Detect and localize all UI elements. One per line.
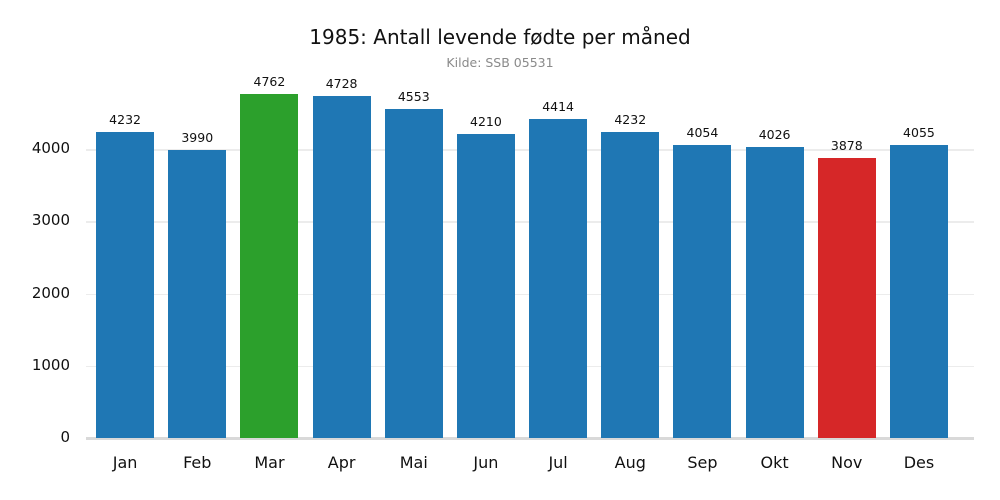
- bar-jun: [456, 133, 515, 438]
- y-tick-label: 2000: [31, 283, 70, 302]
- x-tick-label: Apr: [327, 453, 356, 472]
- bar-value-label: 4232: [614, 112, 647, 128]
- x-tick-label: Sep: [687, 453, 718, 472]
- bar-aug: [601, 132, 660, 438]
- bar-jan: [96, 132, 155, 438]
- bar-value-label: 4055: [903, 125, 935, 141]
- x-tick-label: Des: [903, 453, 935, 472]
- bar-value-label: 4054: [686, 125, 719, 141]
- y-tick-label: 1000: [31, 355, 70, 374]
- bar-feb: [168, 149, 227, 438]
- bar-value-label: 4232: [109, 112, 141, 128]
- y-tick-label: 0: [60, 428, 70, 446]
- x-tick-label: Nov: [831, 453, 863, 472]
- bar-value-label: 3990: [181, 129, 214, 145]
- y-tick-label: 4000: [31, 139, 70, 157]
- bar-nov: [817, 157, 876, 438]
- bar-okt: [745, 147, 804, 438]
- y-tick-label: 3000: [31, 211, 70, 230]
- bar-mai: [384, 109, 443, 438]
- x-axis-baseline: [86, 437, 974, 440]
- bar-jul: [529, 119, 588, 438]
- bar-des: [889, 145, 948, 438]
- x-tick-label: Jan: [112, 453, 138, 472]
- chart-subtitle: Kilde: SSB 05531: [446, 55, 554, 70]
- x-tick-label: Mar: [254, 453, 285, 472]
- x-tick-label: Okt: [760, 453, 789, 472]
- x-tick-label: Jun: [473, 453, 499, 472]
- bar-value-label: 4210: [470, 113, 502, 129]
- bar-value-label: 3878: [830, 137, 863, 153]
- bar-value-label: 4728: [325, 76, 358, 92]
- x-tick-label: Jul: [548, 453, 568, 472]
- x-tick-label: Feb: [183, 453, 212, 472]
- chart-title: 1985: Antall levende fødte per måned: [309, 25, 691, 49]
- bar-sep: [673, 145, 732, 438]
- bar-value-label: 4026: [758, 127, 791, 143]
- bar-mar: [240, 93, 299, 438]
- x-tick-label: Mai: [399, 453, 428, 472]
- bar-value-label: 4414: [542, 99, 574, 115]
- bar-value-label: 4553: [397, 89, 430, 105]
- bar-value-label: 4762: [253, 73, 286, 89]
- x-tick-label: Aug: [614, 453, 646, 472]
- bar-apr: [312, 96, 371, 438]
